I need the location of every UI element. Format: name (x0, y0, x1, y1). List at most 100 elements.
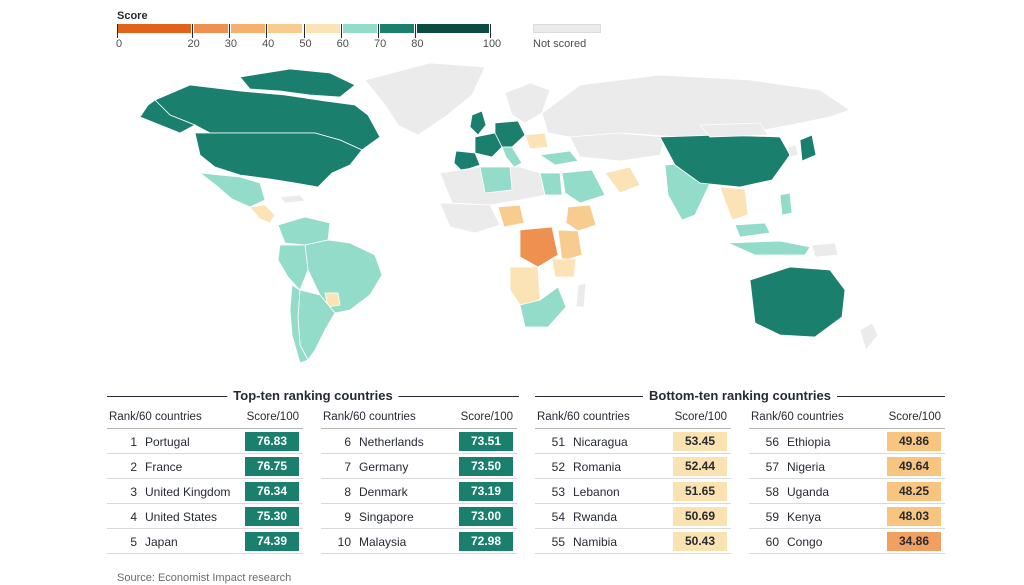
country-name: Singapore (359, 510, 414, 524)
ranking-row: 9 Singapore 73.00 (321, 504, 517, 529)
bottom-ten-col-2: Rank/60 countries Score/100 56 Ethiopia 49… (749, 410, 945, 554)
score-badge: 73.00 (459, 507, 513, 526)
top-ten-header: Top-ten ranking countries (107, 388, 519, 404)
country-name: France (145, 460, 183, 474)
not-scored-swatch (533, 24, 601, 33)
japan (799, 134, 817, 162)
ranking-row: 54 Rwanda 50.69 (535, 504, 731, 529)
central-asia (569, 132, 666, 162)
mongolia (699, 122, 769, 138)
italy (501, 146, 523, 168)
top-ten-title: Top-ten ranking countries (227, 388, 399, 403)
score-badge: 34.86 (887, 532, 941, 551)
legend-swatch (417, 24, 489, 33)
score-badge: 76.83 (245, 432, 299, 451)
rank: 6 (344, 435, 351, 449)
indonesia (727, 240, 811, 256)
rank: 53 (551, 485, 565, 499)
score-badge: 75.30 (245, 507, 299, 526)
country-name: Netherlands (359, 435, 424, 449)
country-name: Germany (359, 460, 409, 474)
legend-tick (340, 24, 342, 38)
legend-swatch (193, 24, 228, 33)
australia (749, 266, 846, 338)
score-header: Score/100 (246, 411, 299, 423)
score-badge: 74.39 (245, 532, 299, 551)
legend-tick (117, 24, 118, 38)
country-name: Rwanda (573, 510, 618, 524)
indochina (719, 186, 749, 221)
legend-tick-label: 40 (262, 38, 275, 50)
legend-tick (415, 24, 417, 38)
ranking-row: 52 Romania 52.44 (535, 454, 731, 479)
col-header: Rank/60 countries Score/100 (107, 410, 303, 429)
legend-tick (378, 24, 380, 38)
ranking-row: 5 Japan 74.39 (107, 529, 303, 554)
rows: 56 Ethiopia 49.86 57 Nigeria 49.64 58 Uganda 48.… (749, 429, 945, 554)
legend-swatch (268, 24, 303, 33)
score-badge: 50.69 (673, 507, 727, 526)
ranking-row: 1 Portugal 76.83 (107, 429, 303, 454)
country-name: Lebanon (573, 485, 620, 499)
rank-header: Rank/60 countries (323, 411, 416, 423)
country-name: Ethiopia (787, 435, 831, 449)
mexico (199, 172, 266, 208)
rank: 57 (765, 460, 779, 474)
country-name: Uganda (787, 485, 830, 499)
rank: 59 (765, 510, 779, 524)
rank-header: Rank/60 countries (751, 411, 844, 423)
united-states (194, 132, 363, 188)
rank: 60 (765, 535, 779, 549)
ethiopia (565, 204, 597, 232)
gulf (604, 166, 641, 194)
country-name: Congo (787, 535, 823, 549)
rank: 54 (551, 510, 565, 524)
ranking-row: 6 Netherlands 73.51 (321, 429, 517, 454)
ranking-row: 2 France 76.75 (107, 454, 303, 479)
colombia-venezuela (277, 216, 331, 246)
legend-tick-label: 80 (411, 38, 424, 50)
ranking-row: 59 Kenya 48.03 (749, 504, 945, 529)
rank: 4 (130, 510, 137, 524)
papua-new-guinea (811, 242, 839, 258)
new-zealand (859, 322, 879, 351)
legend-tick (191, 24, 193, 38)
legend-swatch (380, 24, 415, 33)
bottom-ten-title: Bottom-ten ranking countries (642, 388, 838, 403)
brazil (304, 239, 383, 314)
alaska (139, 99, 196, 134)
country-name: Japan (145, 535, 178, 549)
rank-header: Rank/60 countries (537, 411, 630, 423)
egypt (539, 172, 563, 196)
ranking-row: 53 Lebanon 51.65 (535, 479, 731, 504)
ranking-row: 58 Uganda 48.25 (749, 479, 945, 504)
rows: 51 Nicaragua 53.45 52 Romania 52.44 53 Lebanon 5… (535, 429, 731, 554)
score-badge: 53.45 (673, 432, 727, 451)
eastern-europe (524, 132, 549, 150)
legend-tick (303, 24, 305, 38)
madagascar (575, 282, 587, 308)
legend-swatch (342, 24, 378, 33)
nigeria (497, 204, 525, 228)
rank: 5 (130, 535, 137, 549)
ranking-row: 60 Congo 34.86 (749, 529, 945, 554)
country-name: Romania (573, 460, 622, 474)
chile (289, 284, 309, 364)
rank: 7 (344, 460, 351, 474)
angola-namibia (509, 266, 541, 306)
rank: 58 (765, 485, 779, 499)
rank: 51 (551, 435, 565, 449)
rank: 9 (344, 510, 351, 524)
score-badge: 73.51 (459, 432, 513, 451)
country-name: Malaysia (359, 535, 407, 549)
ranking-row: 10 Malaysia 72.98 (321, 529, 517, 554)
rank: 10 (337, 535, 351, 549)
kenya-uganda (557, 229, 583, 262)
legend-tick (266, 24, 268, 38)
source-note: Source: Economist Impact research (117, 572, 292, 584)
score-badge: 73.50 (459, 457, 513, 476)
score-header: Score/100 (460, 411, 513, 423)
legend-tick (490, 24, 491, 38)
ranking-row: 55 Namibia 50.43 (535, 529, 731, 554)
legend-title: Score (117, 10, 148, 22)
